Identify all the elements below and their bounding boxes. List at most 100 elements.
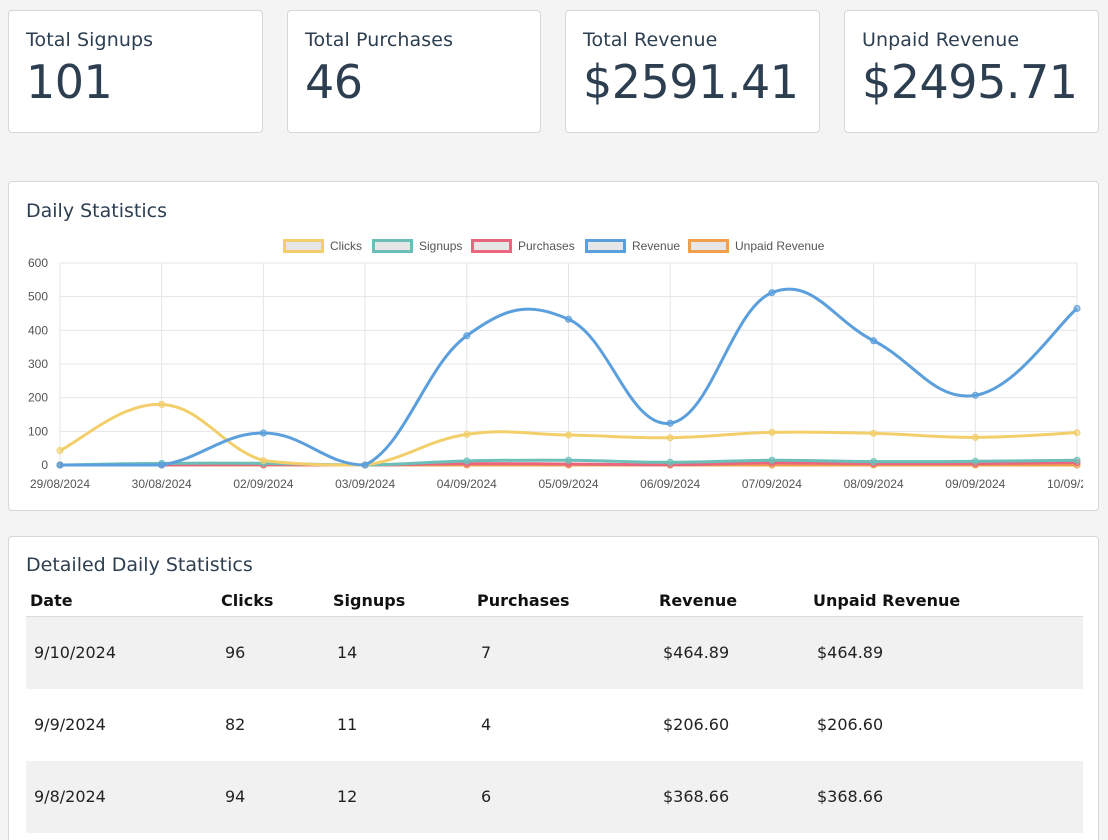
data-point (565, 431, 572, 439)
x-tick-label: 29/08/2024 (30, 477, 90, 491)
cell-signups: 11 (337, 715, 358, 734)
cell-purchases: 4 (481, 715, 492, 734)
cell-purchases: 6 (481, 787, 492, 806)
table-row: 9/9/2024 82 11 4 $206.60 $206.60 (26, 689, 1083, 761)
data-point (1073, 456, 1081, 464)
stat-value: $2495.71 (862, 55, 1078, 109)
data-point (361, 461, 369, 469)
x-tick-label: 05/09/2024 (538, 477, 598, 491)
cell-revenue: $206.60 (663, 715, 730, 734)
stat-title: Total Signups (26, 29, 154, 51)
data-point (56, 461, 64, 469)
data-point (768, 456, 776, 464)
x-tick-label: 30/08/2024 (132, 477, 192, 491)
chart-legend: Clicks Signups Purchases Revenue Unpaid Reve… (9, 238, 1100, 258)
x-tick-label: 07/09/2024 (742, 477, 802, 491)
cell-revenue: $368.66 (663, 787, 730, 806)
data-point (971, 433, 979, 441)
cell-date: 9/10/2024 (34, 643, 117, 662)
daily-statistics-title: Daily Statistics (26, 200, 167, 222)
cell-clicks: 94 (225, 787, 246, 806)
detailed-daily-statistics-title: Detailed Daily Statistics (26, 554, 253, 576)
y-tick-label: 100 (28, 424, 48, 438)
data-point (768, 289, 776, 297)
data-point (666, 458, 674, 466)
y-tick-label: 0 (41, 458, 48, 472)
y-tick-label: 400 (28, 323, 48, 337)
column-header-date[interactable]: Date (30, 591, 73, 610)
column-header-signups[interactable]: Signups (333, 591, 406, 610)
y-tick-label: 600 (28, 256, 48, 270)
detailed-daily-statistics-card: Detailed Daily Statistics Date Clicks Si… (8, 536, 1099, 840)
legend-label: Unpaid Revenue (735, 239, 825, 253)
cell-signups: 14 (337, 643, 358, 662)
legend-swatch (585, 239, 626, 253)
legend-label: Clicks (330, 239, 362, 253)
stat-card-total-revenue: Total Revenue $2591.41 (565, 10, 820, 133)
stat-value: 46 (305, 55, 363, 109)
data-point (565, 315, 572, 323)
data-point (158, 461, 166, 469)
stat-value: $2591.41 (583, 55, 799, 109)
y-tick-label: 500 (28, 290, 48, 304)
data-point (1073, 429, 1081, 437)
column-header-clicks[interactable]: Clicks (221, 591, 274, 610)
data-point (870, 337, 878, 345)
cell-signups: 12 (337, 787, 358, 806)
cell-unpaid-revenue: $206.60 (817, 715, 884, 734)
legend-swatch (688, 239, 729, 253)
column-header-revenue[interactable]: Revenue (659, 591, 738, 610)
data-point (971, 457, 979, 465)
cell-clicks: 96 (225, 643, 246, 662)
cell-revenue: $464.89 (663, 643, 730, 662)
x-tick-label: 02/09/2024 (233, 477, 293, 491)
column-header-unpaid-revenue[interactable]: Unpaid Revenue (813, 591, 961, 610)
column-header-purchases[interactable]: Purchases (477, 591, 570, 610)
legend-label: Revenue (632, 239, 681, 253)
data-point (56, 447, 64, 455)
x-tick-label: 09/09/2024 (945, 477, 1005, 491)
legend-label: Purchases (518, 239, 575, 253)
data-point (768, 428, 776, 436)
cell-purchases: 7 (481, 643, 492, 662)
x-tick-label: 04/09/2024 (437, 477, 497, 491)
stat-card-unpaid-revenue: Unpaid Revenue $2495.71 (844, 10, 1099, 133)
x-tick-label: 08/09/2024 (844, 477, 904, 491)
data-point (259, 429, 267, 437)
stat-title: Total Purchases (305, 29, 454, 51)
table-row: 9/10/2024 96 14 7 $464.89 $464.89 (26, 617, 1083, 689)
stats-table: Date Clicks Signups Purchases Revenue Un… (26, 589, 1083, 833)
data-point (463, 332, 471, 340)
data-point (158, 400, 166, 408)
x-tick-label: 03/09/2024 (335, 477, 395, 491)
stat-title: Total Revenue (583, 29, 718, 51)
series-line-revenue (59, 287, 1078, 467)
data-point (870, 429, 878, 437)
cell-clicks: 82 (225, 715, 246, 734)
table-header-row: Date Clicks Signups Purchases Revenue Un… (26, 589, 1083, 617)
data-point (666, 434, 674, 442)
data-point (565, 456, 572, 464)
cell-date: 9/9/2024 (34, 715, 106, 734)
data-point (1073, 304, 1081, 312)
legend-label: Signups (419, 239, 463, 253)
line-chart: 0 100 200 300 400 500 600 29/08/2024 30/08/2024 0… (28, 256, 1100, 491)
y-tick-label: 200 (28, 391, 48, 405)
stat-value: 101 (26, 55, 113, 109)
stat-title: Unpaid Revenue (862, 29, 1020, 51)
legend-swatch (283, 239, 324, 253)
x-tick-label: 10/09/2024 (1047, 477, 1100, 491)
cell-unpaid-revenue: $464.89 (817, 643, 884, 662)
legend-swatch (372, 239, 413, 253)
data-point (971, 391, 979, 399)
cell-date: 9/8/2024 (34, 787, 106, 806)
data-point (259, 457, 267, 465)
table-row: 9/8/2024 94 12 6 $368.66 $368.66 (26, 761, 1083, 833)
data-point (666, 419, 674, 427)
y-tick-label: 300 (28, 357, 48, 371)
cell-unpaid-revenue: $368.66 (817, 787, 884, 806)
legend-swatch (471, 239, 512, 253)
x-tick-label: 06/09/2024 (640, 477, 700, 491)
data-point (870, 458, 878, 466)
data-point (463, 430, 471, 438)
